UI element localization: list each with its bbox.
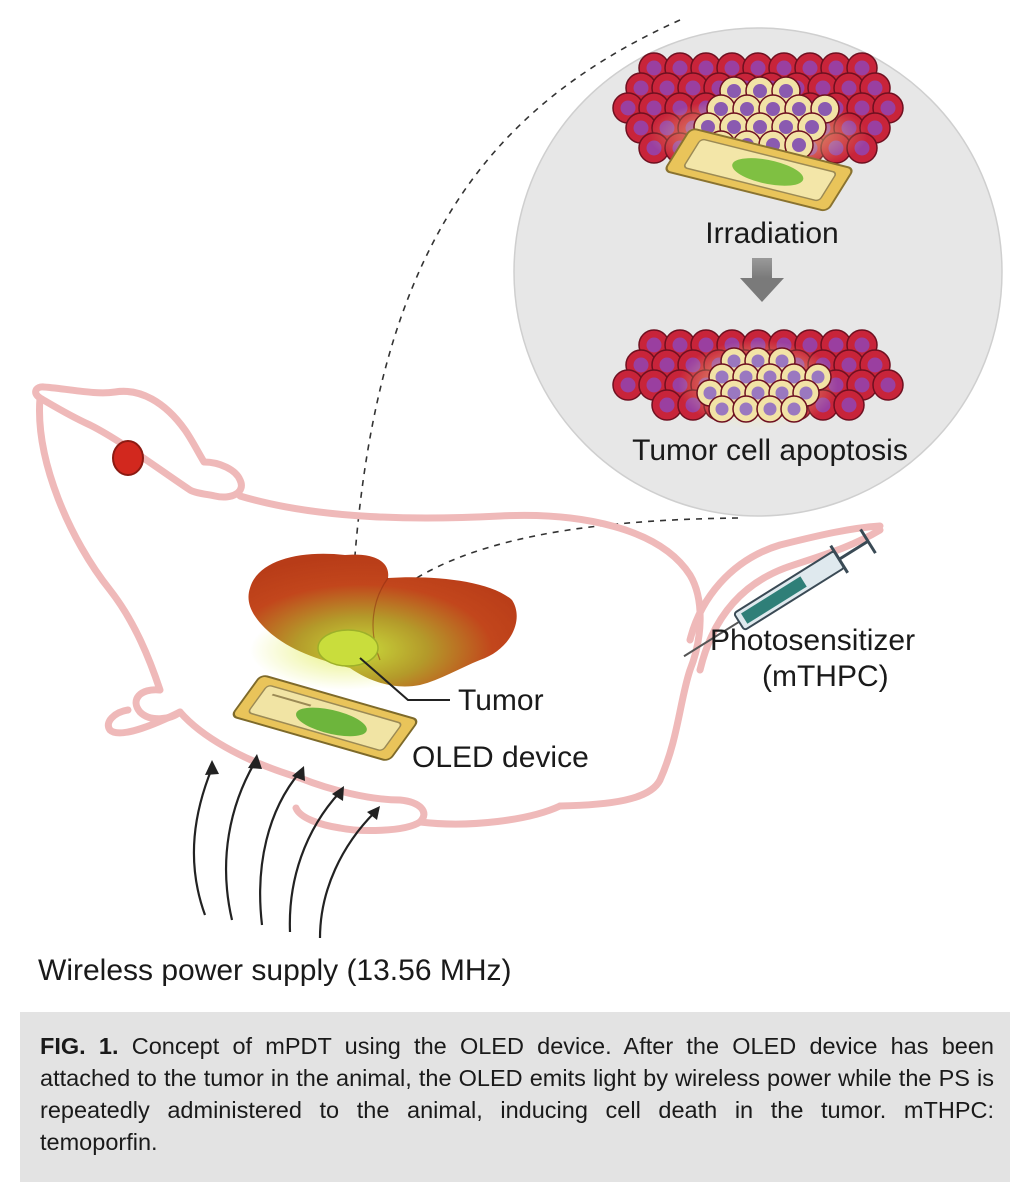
radio-wave-arrows-icon (192, 761, 376, 939)
tumor-cell-nucleus (633, 80, 649, 96)
irradiated-cell-nucleus (753, 120, 767, 134)
tumor-cell-nucleus (841, 80, 857, 96)
tumor-cell-nucleus (841, 397, 857, 413)
tumor-leader-line (359, 657, 450, 701)
tumor-cell-nucleus (633, 120, 649, 136)
apoptotic-cell-nucleus (739, 402, 753, 416)
tumor-cell-nucleus (633, 357, 649, 373)
tumor-cell-nucleus (698, 337, 714, 353)
tumor-cell-nucleus (880, 377, 896, 393)
tumor-cell-nucleus (867, 120, 883, 136)
tumor-cell-nucleus (841, 357, 857, 373)
irradiation-label: Irradiation (705, 217, 838, 250)
oled-device-icon (665, 128, 853, 212)
apoptotic-cell-nucleus (751, 354, 765, 368)
apoptotic-cell-nucleus (763, 370, 777, 384)
tumor-cell-nucleus (646, 337, 662, 353)
irradiated-cell-nucleus (740, 102, 754, 116)
photosensitizer-label: Photosensitizer (710, 624, 915, 657)
tumor-label: Tumor (458, 684, 544, 717)
tumor-cell-nucleus (802, 337, 818, 353)
tumor-cell-nucleus (646, 60, 662, 76)
syringe-icon (683, 528, 877, 658)
apoptotic-cell-nucleus (775, 354, 789, 368)
tumor-cell-nucleus (620, 100, 636, 116)
irradiated-cell-nucleus (792, 138, 806, 152)
apoptotic-cell-nucleus (763, 402, 777, 416)
apoptotic-cells-bottom (696, 347, 832, 423)
apoptotic-cell-nucleus (715, 370, 729, 384)
apoptosis-label: Tumor cell apoptosis (632, 434, 908, 467)
concept-figure: Irradiation Tumor cell apoptosis Tumor (32, 19, 1003, 987)
apoptotic-cell-nucleus (727, 354, 741, 368)
apoptotic-cell-nucleus (739, 370, 753, 384)
figure-caption: FIG. 1. Concept of mPDT using the OLED d… (20, 1012, 1010, 1182)
tumor-cell-nucleus (620, 377, 636, 393)
tumor-cell-nucleus (854, 377, 870, 393)
tumor-cell-nucleus (724, 60, 740, 76)
liver-icon (248, 553, 517, 690)
irradiated-cell-nucleus (818, 102, 832, 116)
tumor-cell-nucleus (672, 337, 688, 353)
tumor-cell-nucleus (867, 80, 883, 96)
irradiated-cell-nucleus (805, 120, 819, 134)
rat-eye (112, 440, 144, 476)
tumor-cell-nucleus (880, 100, 896, 116)
tumor-cell-nucleus (815, 80, 831, 96)
irradiated-cell-nucleus (779, 120, 793, 134)
tumor-cell-nucleus (828, 60, 844, 76)
down-arrow-icon (740, 258, 784, 302)
tumor-spot (317, 629, 379, 667)
oled-label: OLED device (412, 741, 589, 774)
irradiated-cell-nucleus (792, 102, 806, 116)
tumor-cell-nucleus (659, 397, 675, 413)
photosensitizer-abbrev-label: (mTHPC) (762, 660, 889, 693)
irradiated-cell-nucleus (753, 84, 767, 98)
apoptotic-cell-nucleus (787, 402, 801, 416)
tumor-cell-nucleus (750, 60, 766, 76)
tumor-cell-nucleus (672, 60, 688, 76)
tumor-cell-nucleus (646, 377, 662, 393)
irradiated-cell-nucleus (727, 120, 741, 134)
arrowheads (205, 754, 380, 820)
caption-figure-label: FIG. 1. (40, 1033, 119, 1059)
irradiated-cell-nucleus (766, 102, 780, 116)
apoptotic-cell-nucleus (715, 402, 729, 416)
tumor-cell-nucleus (802, 60, 818, 76)
tumor-cell-nucleus (685, 80, 701, 96)
apoptotic-cell-nucleus (811, 370, 825, 384)
caption-text: Concept of mPDT using the OLED device. A… (40, 1033, 994, 1155)
tumor-cell-nucleus (828, 337, 844, 353)
tumor-cell-nucleus (659, 357, 675, 373)
tumor-cell-nucleus (659, 80, 675, 96)
irradiated-cell-nucleus (727, 84, 741, 98)
apoptotic-cell-nucleus (751, 386, 765, 400)
apoptotic-cell-nucleus (787, 370, 801, 384)
tumor-cell-nucleus (776, 60, 792, 76)
tumor-cell-nucleus (854, 100, 870, 116)
irradiated-cell-nucleus (714, 102, 728, 116)
oled-device-under-tumor (232, 675, 418, 761)
tumor-cell-nucleus (854, 337, 870, 353)
apoptotic-cell-nucleus (727, 386, 741, 400)
rat-illustration (32, 383, 884, 834)
apoptotic-cell-nucleus (775, 386, 789, 400)
apoptotic-cell-nucleus (799, 386, 813, 400)
apoptotic-cell-nucleus (703, 386, 717, 400)
wireless-power-label: Wireless power supply (13.56 MHz) (38, 954, 511, 987)
tumor-cell-nucleus (698, 60, 714, 76)
tumor-cell-nucleus (854, 60, 870, 76)
tumor-cell-nucleus (646, 100, 662, 116)
tumor-cell-nucleus (867, 357, 883, 373)
irradiated-cell-nucleus (779, 84, 793, 98)
